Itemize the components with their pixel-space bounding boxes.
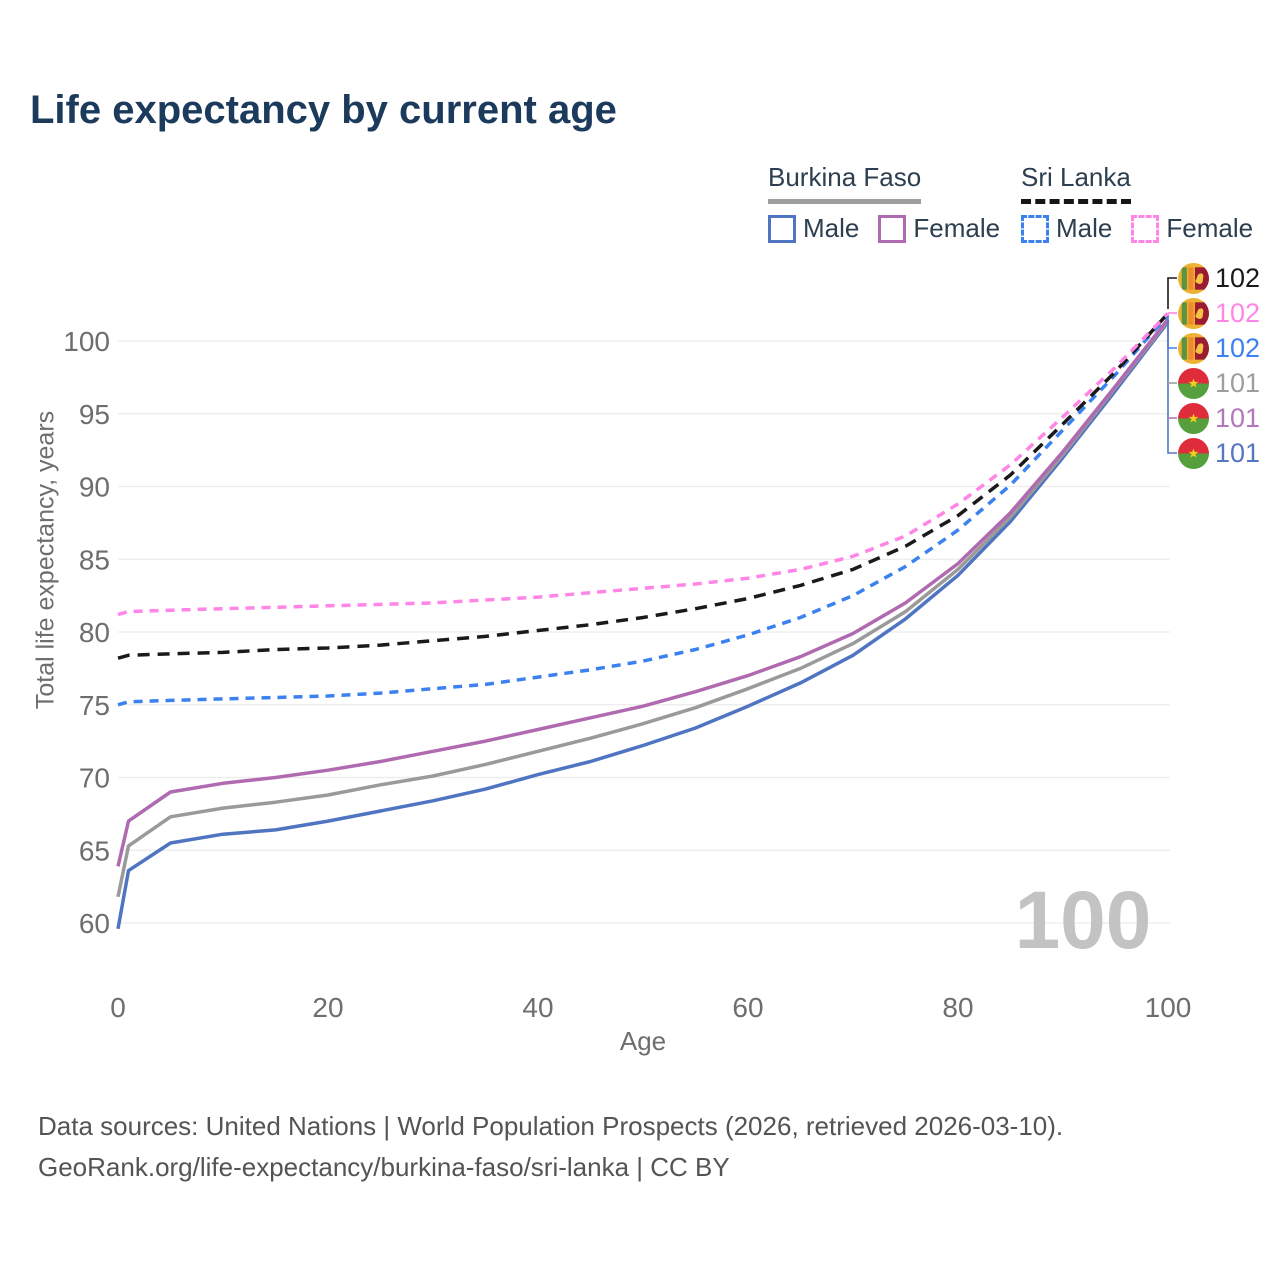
series-end-label: 101 [1178,436,1260,470]
y-tick-label: 65 [79,835,110,866]
x-tick-label: 80 [942,992,973,1023]
legend-item-burkina-faso-male[interactable]: Male [768,213,859,244]
series-line-burkina-faso-male[interactable] [116,321,1170,930]
legend-item-burkina-faso-female[interactable]: Female [878,213,1000,244]
leader-line [1167,316,1177,349]
series-end-label: 101 [1178,401,1260,435]
y-tick-label: 90 [79,472,110,503]
x-tick-label: 100 [1145,992,1192,1023]
series-line-burkina-faso-both-sexes[interactable] [116,319,1170,898]
leader-line [1167,277,1177,309]
legend-swatch-burkina-faso-female [878,214,907,243]
burkina-faso-flag-icon [1178,437,1209,469]
end-label-value: 101 [1215,402,1261,433]
age-watermark: 100 [1015,875,1152,966]
chart-title: Life expectancy by current age [30,88,617,132]
burkina-faso-flag-icon [1178,402,1209,434]
series-line-sri-lanka-male[interactable] [117,313,1170,707]
legend-label-burkina-faso-male: Male [803,213,860,243]
y-tick-label: 60 [79,908,110,939]
legend-group-burkina-faso: Burkina Faso Male Female [768,162,1000,244]
legend-swatch-sri-lanka-male [1021,214,1049,243]
footer-data-sources: Data sources: United Nations | World Pop… [38,1111,1064,1141]
series-line-sri-lanka-both-sexes[interactable] [117,312,1170,660]
x-tick-label: 0 [110,992,126,1023]
leader-line [1167,320,1177,454]
end-label-value: 102 [1215,297,1261,328]
footer: Data sources: United Nations | World Pop… [38,1106,1063,1188]
y-tick-label: 70 [79,763,110,794]
series-end-label: 101 [1178,366,1260,400]
legend-swatch-burkina-faso-male [768,214,796,243]
x-tick-label: 40 [522,992,553,1023]
legend-country-sri-lanka[interactable]: Sri Lanka [1021,162,1131,204]
end-label-value: 101 [1215,437,1261,468]
x-tick-label: 60 [732,992,763,1023]
sri-lanka-flag-icon [1178,332,1209,364]
series-end-label: 102 [1178,296,1260,330]
legend-item-sri-lanka-female[interactable]: Female [1131,213,1253,244]
x-tick-label: 20 [312,992,343,1023]
burkina-faso-flag-icon [1178,367,1209,399]
y-tick-label: 95 [79,399,110,430]
y-tick-label: 80 [79,617,110,648]
y-tick-label: 85 [79,544,110,575]
legend-label-sri-lanka-male: Male [1056,213,1113,243]
series-end-label: 102 [1178,261,1260,295]
y-tick-label: 75 [79,690,110,721]
y-axis-title: Total life expectancy, years [31,410,60,710]
series-end-label: 102 [1178,331,1260,365]
footer-attribution: GeoRank.org/life-expectancy/burkina-faso… [38,1152,730,1182]
x-axis-title: Age [619,1026,667,1056]
end-label-value: 102 [1215,332,1261,363]
end-label-value: 102 [1215,262,1261,293]
sri-lanka-flag-icon [1178,297,1209,329]
legend-swatch-sri-lanka-female [1131,214,1160,243]
end-label-value: 101 [1215,367,1261,398]
legend-label-burkina-faso-female: Female [913,213,1001,243]
series-line-burkina-faso-female[interactable] [116,318,1170,867]
y-tick-label: 100 [63,326,110,357]
legend-group-sri-lanka: Sri Lanka Male Female [1021,162,1253,244]
sri-lanka-flag-icon [1178,262,1209,294]
legend-country-burkina-faso[interactable]: Burkina Faso [768,162,922,204]
series-line-sri-lanka-female[interactable] [117,312,1170,617]
legend-label-sri-lanka-female: Female [1166,213,1254,243]
legend-item-sri-lanka-male[interactable]: Male [1021,213,1112,244]
